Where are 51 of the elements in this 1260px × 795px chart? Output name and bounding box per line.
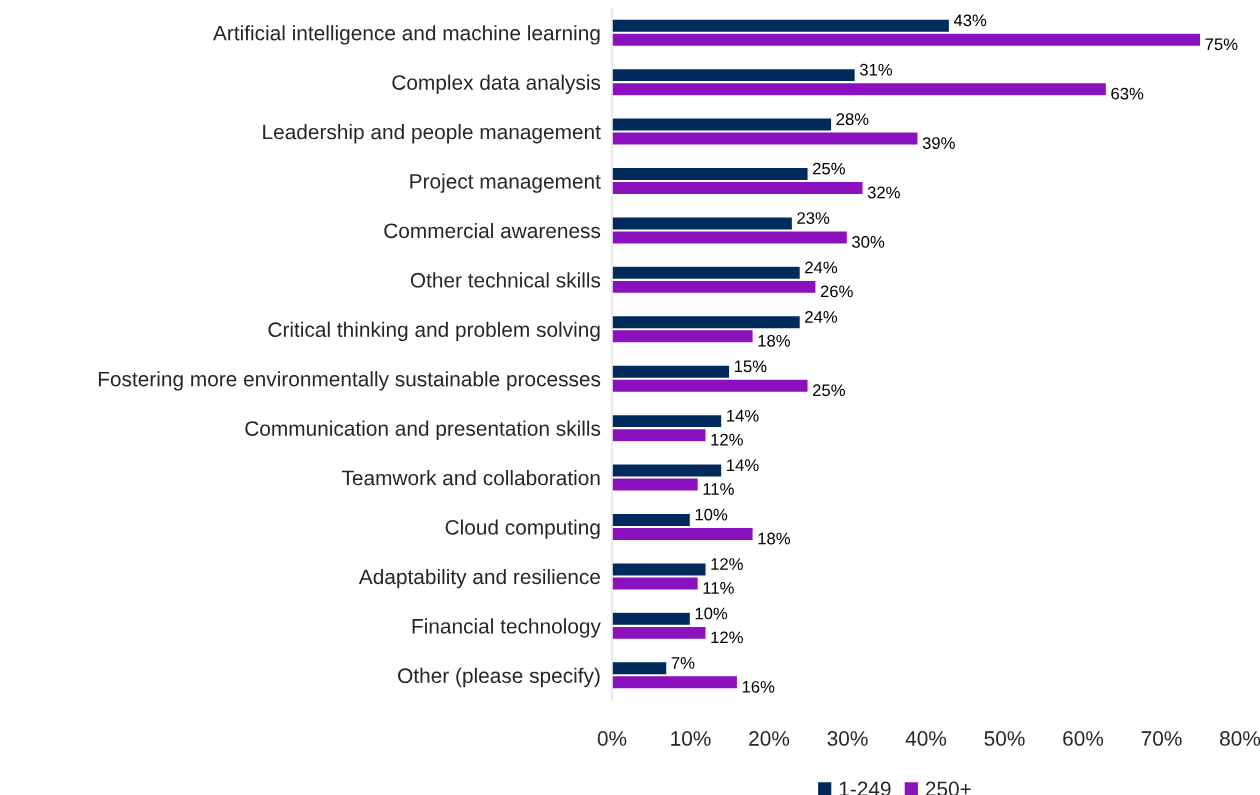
y-tick-label: Communication and presentation skills (245, 420, 601, 441)
data-label: 31% (859, 63, 893, 76)
data-label: 25% (813, 162, 845, 175)
data-label: 24% (805, 261, 838, 274)
x-tick-label: 50% (984, 731, 1025, 746)
y-tick-label: Fostering more environmentally sustainable processes (98, 371, 601, 391)
x-tick-label: 80% (1220, 731, 1260, 746)
y-tick-label: Cloud computing (445, 519, 600, 539)
data-label: 16% (742, 680, 775, 693)
data-label: 43% (953, 14, 987, 27)
x-tick-label: 0% (597, 731, 627, 746)
data-label: 12% (711, 631, 743, 644)
data-label: 23% (797, 212, 830, 224)
y-tick-label: Commercial awareness (384, 222, 601, 239)
x-tick-label: 10% (671, 731, 711, 746)
data-label: 39% (922, 137, 955, 149)
y-tick-label: Project management (410, 173, 601, 193)
y-tick-label: Teamwork and collaboration (341, 470, 600, 486)
data-label: 10% (695, 607, 728, 620)
data-label: 11% (703, 483, 734, 495)
data-label: 15% (734, 360, 767, 373)
x-tick-label: 40% (905, 731, 947, 746)
data-label: 12% (711, 433, 743, 446)
data-label: 7% (671, 657, 695, 669)
data-label: 11% (703, 582, 734, 594)
data-label: 63% (1111, 87, 1144, 100)
data-label: 18% (758, 334, 790, 347)
y-tick-label: Financial technology (412, 618, 601, 638)
data-label: 14% (727, 409, 759, 422)
data-label: 10% (695, 508, 728, 521)
x-tick-label: 20% (749, 731, 790, 746)
data-label: 32% (867, 186, 900, 199)
y-tick-label: Artificial intelligence and machine learning (213, 25, 600, 45)
y-tick-label: Other (please specify) (398, 667, 600, 688)
y-tick-label: Other technical skills (410, 272, 601, 288)
y-tick-label: Adaptability and resilience (358, 568, 600, 589)
data-label: 75% (1205, 38, 1238, 51)
data-label: 18% (758, 532, 790, 545)
data-label: 12% (711, 558, 743, 570)
data-label: 30% (852, 236, 885, 248)
data-label: 25% (813, 384, 845, 397)
data-label: 24% (805, 311, 838, 323)
y-tick-label: Leadership and people management (263, 124, 601, 144)
y-tick-label: Critical thinking and problem solving (268, 321, 600, 342)
data-label: 14% (727, 459, 759, 472)
data-label: 26% (820, 285, 853, 298)
x-tick-label: 70% (1141, 731, 1182, 746)
x-tick-label: 60% (1063, 731, 1104, 746)
data-label: 28% (836, 113, 869, 126)
y-tick-label: Complex data analysis (392, 74, 601, 95)
x-tick-label: 30% (827, 731, 868, 746)
